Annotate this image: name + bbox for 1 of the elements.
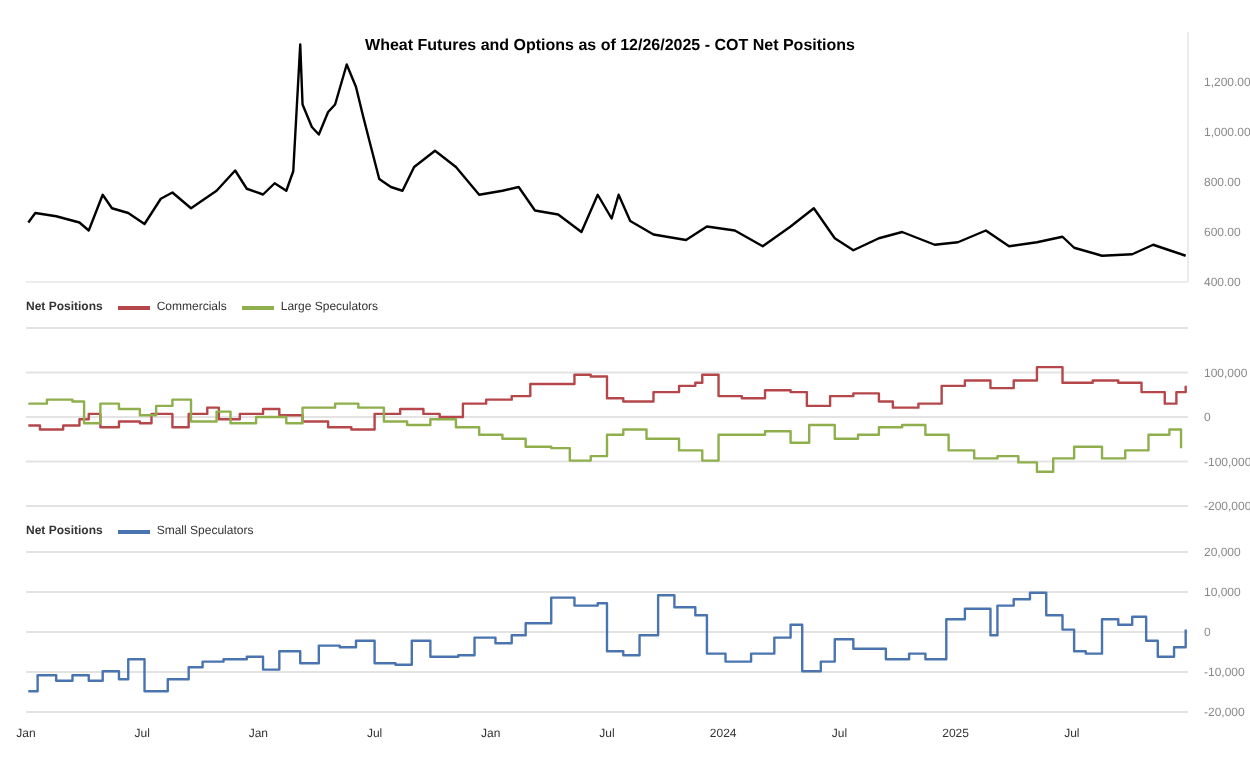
- chart-title: Wheat Futures and Options as of 12/26/2025 - COT Net Positions: [363, 36, 857, 54]
